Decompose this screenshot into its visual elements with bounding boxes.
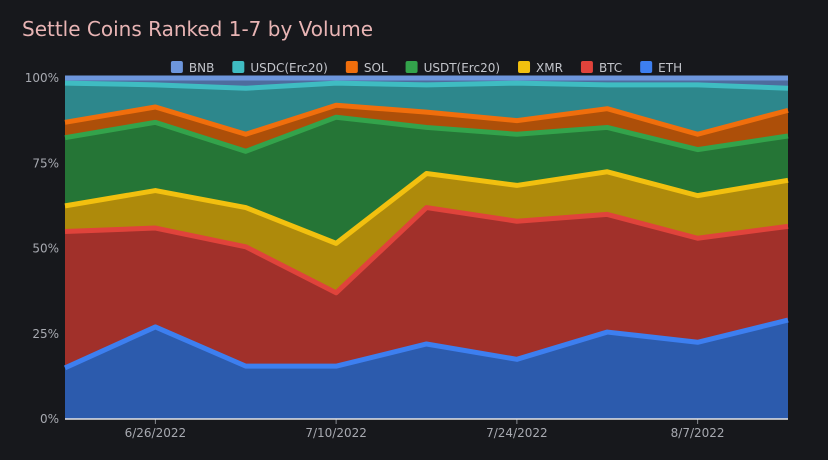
x-tick-label: 7/24/2022 — [486, 426, 548, 440]
y-tick-label: 50% — [32, 242, 59, 256]
axis-layer: 0% 25% 50% 75% 100% 6/26/2022 7/10/2022 7/24/20… — [25, 71, 788, 440]
legend-item-bnb[interactable]: BNB — [170, 61, 214, 75]
line-sol[interactable] — [64, 102, 789, 137]
area-eth[interactable] — [65, 320, 788, 419]
legend-item-eth[interactable]: ETH — [640, 61, 682, 75]
legend-label: USDC(Erc20) — [250, 61, 328, 75]
line-eth[interactable] — [63, 317, 789, 371]
area-sol[interactable] — [65, 105, 788, 152]
legend-item-usdt-erc20[interactable]: USDT(Erc20) — [405, 61, 500, 75]
legend-swatch — [640, 61, 653, 73]
legend-label: SOL — [364, 61, 388, 75]
legend-label: BNB — [189, 61, 214, 75]
legend-label: ETH — [658, 61, 682, 75]
y-tick-label: 100% — [25, 71, 59, 85]
legend-swatch — [518, 61, 531, 73]
y-tick-label: 0% — [40, 412, 59, 426]
legend-label: XMR — [536, 61, 563, 75]
line-layer — [63, 75, 789, 371]
legend-item-usdc-erc20[interactable]: USDC(Erc20) — [232, 61, 328, 75]
area-usdt-erc20[interactable] — [65, 117, 788, 244]
chart-title: Settle Coins Ranked 1-7 by Volume — [22, 17, 374, 41]
area-xmr[interactable] — [65, 171, 788, 293]
area-usdc-erc20[interactable] — [65, 83, 788, 135]
legend-swatch — [580, 61, 593, 73]
line-usdc-erc20[interactable] — [64, 80, 789, 91]
legend-label: USDT(Erc20) — [424, 61, 500, 75]
x-tick-label: 8/7/2022 — [671, 426, 725, 440]
y-tick-label: 25% — [32, 327, 59, 341]
legend-swatch — [405, 61, 418, 73]
legend-label: BTC — [599, 61, 622, 75]
x-tick-label: 7/10/2022 — [305, 426, 367, 440]
line-usdt-erc20[interactable] — [64, 114, 789, 154]
legend-swatch — [345, 61, 358, 73]
legend-item-btc[interactable]: BTC — [580, 61, 622, 75]
x-tick-label: 6/26/2022 — [125, 426, 187, 440]
line-xmr[interactable] — [64, 169, 789, 246]
legend-item-xmr[interactable]: XMR — [518, 61, 563, 75]
legend-swatch — [232, 61, 245, 73]
y-tick-label: 75% — [32, 156, 59, 170]
legend: BNB USDC(Erc20) SOL USDT(Erc20) XMR BTC ETH — [170, 61, 682, 75]
legend-item-sol[interactable]: SOL — [345, 61, 388, 75]
legend-swatch — [170, 61, 183, 73]
line-btc[interactable] — [64, 205, 789, 296]
